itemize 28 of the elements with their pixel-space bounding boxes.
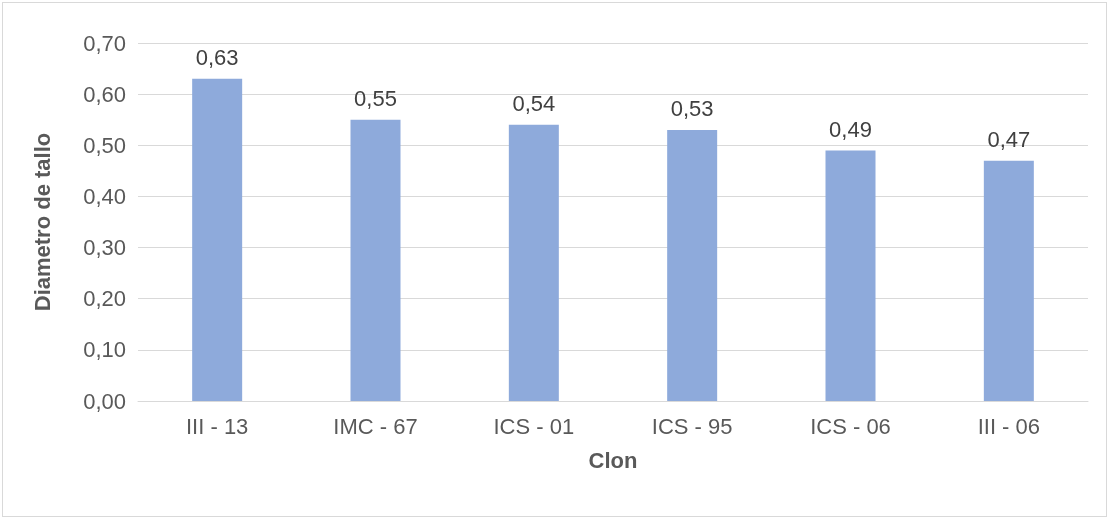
y-tick-label: 0,30: [83, 235, 126, 261]
data-label: 0,55: [354, 86, 397, 112]
x-axis-title: Clon: [588, 447, 638, 473]
x-tick-label: IMC - 67: [333, 413, 418, 439]
bar: [508, 124, 559, 401]
y-tick-label: 0,70: [83, 30, 126, 56]
x-tick-label: ICS - 95: [651, 413, 733, 439]
data-label: 0,49: [829, 116, 872, 142]
y-tick-label: 0,50: [83, 132, 126, 158]
bar: [350, 119, 401, 401]
bar: [825, 150, 876, 401]
x-tick-label: III - 13: [185, 413, 249, 439]
x-tick-label: ICS - 06: [810, 413, 891, 439]
x-tick-label: III - 06: [977, 413, 1041, 439]
bar: [192, 78, 243, 401]
y-tick-label: 0,60: [83, 81, 126, 107]
y-axis-title: Diametro de tallo: [29, 132, 55, 312]
y-tick-label: 0,00: [83, 388, 126, 414]
bar: [983, 160, 1034, 401]
data-label: 0,47: [987, 127, 1031, 153]
bar: [667, 129, 718, 401]
data-label: 0,63: [195, 45, 239, 71]
y-tick-label: 0,20: [83, 286, 126, 312]
y-tick-label: 0,10: [83, 337, 126, 363]
y-tick-label: 0,40: [83, 183, 126, 209]
data-label: 0,53: [670, 96, 714, 122]
data-label: 0,54: [512, 91, 556, 117]
x-tick-label: ICS - 01: [493, 413, 575, 439]
